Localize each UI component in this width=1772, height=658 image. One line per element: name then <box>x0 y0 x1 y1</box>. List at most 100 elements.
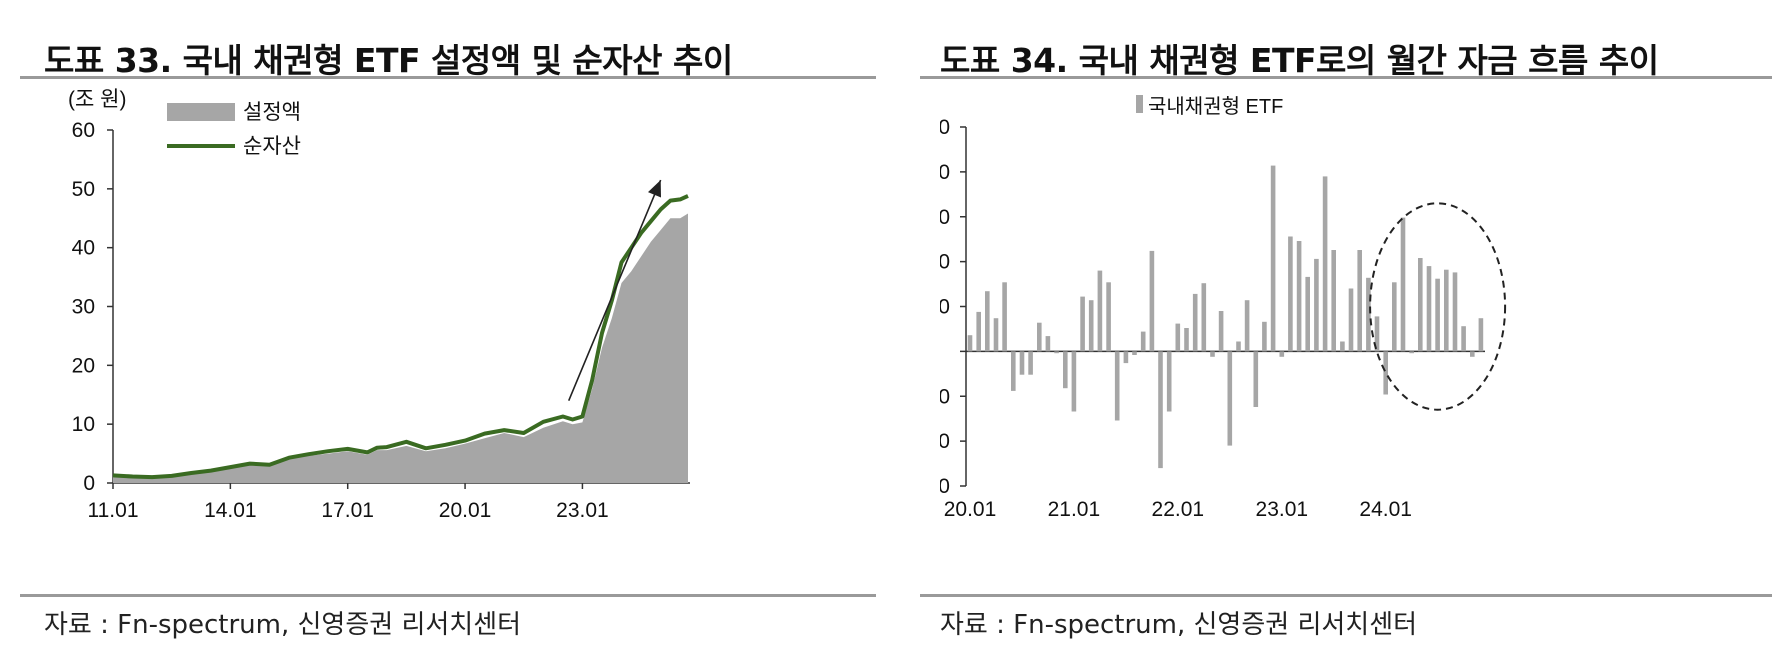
flow-bar <box>1140 331 1146 352</box>
flow-bar <box>1019 351 1025 375</box>
flow-bar <box>1270 165 1276 352</box>
setting-amount-area <box>113 213 688 483</box>
title-rule <box>20 76 876 79</box>
title-rule <box>920 76 1772 79</box>
x-tick-label: 23.01 <box>1256 498 1309 521</box>
flow-bar <box>1227 351 1233 446</box>
x-tick-label: 22.01 <box>1152 498 1205 521</box>
y-tick-label: -5,000 <box>940 385 950 408</box>
y-tick-label: 0 <box>83 472 95 495</box>
flow-bar <box>1478 318 1484 352</box>
y-tick-label: 25,000 <box>940 116 950 139</box>
legend-label: 국내채권형 ETF <box>1148 95 1283 118</box>
x-tick-label: 23.01 <box>556 499 609 522</box>
left-chart-panel: 도표 33. 국내 채권형 ETF 설정액 및 순자산 추이 (조 원) 60 50… <box>0 0 880 658</box>
flow-bar <box>1340 341 1345 352</box>
flow-bar <box>1149 250 1155 352</box>
flow-bar <box>1426 266 1432 352</box>
flow-bar <box>1028 351 1033 375</box>
footer-rule <box>20 594 876 597</box>
flow-bar <box>1037 322 1042 352</box>
flow-bar <box>1296 241 1302 352</box>
chart-title: 도표 33. 국내 채권형 ETF 설정액 및 순자산 추이 <box>44 41 733 80</box>
y-tick-label: -10,000 <box>940 430 950 453</box>
y-tick-label: 50 <box>72 178 95 201</box>
x-tick-label: 17.01 <box>321 499 374 522</box>
flow-bar <box>1097 270 1103 352</box>
flow-bar <box>1201 283 1207 352</box>
net-assets-line <box>112 194 689 480</box>
legend-label: 설정액 <box>243 101 301 124</box>
flow-bar <box>1166 351 1172 412</box>
flow-bar <box>1305 276 1310 352</box>
x-tick-label: 20.01 <box>439 499 492 522</box>
flow-bar <box>1444 269 1449 352</box>
flow-bar <box>985 291 990 352</box>
flow-bar <box>1236 341 1241 352</box>
flow-bar <box>1322 176 1328 352</box>
x-tick-label: 21.01 <box>1048 498 1101 521</box>
flow-bar <box>1374 316 1380 352</box>
footer-rule <box>920 594 1772 597</box>
legend-swatch-area <box>167 103 235 121</box>
y-tick-label: 20 <box>72 354 95 377</box>
flow-bar <box>1123 351 1129 364</box>
flow-bar <box>1158 351 1163 469</box>
y-tick-label: 15,000 <box>940 206 950 229</box>
monthly-flow-chart: (억원)25,00020,00015,00010,0005,000-5,000-… <box>940 95 1507 521</box>
flow-bar <box>1244 300 1250 352</box>
flow-bar <box>1409 351 1414 354</box>
flow-bar <box>1461 326 1466 352</box>
right-chart-panel: 도표 34. 국내 채권형 ETF로의 월간 자금 흐름 추이 (억원)25,0… <box>920 0 1772 658</box>
flow-bar <box>1288 236 1293 352</box>
y-tick-label: -15,000 <box>940 475 950 498</box>
y-tick-label: 40 <box>72 237 95 260</box>
flow-bar <box>1184 328 1189 352</box>
source-note: 자료 : Fn-spectrum, 신영증권 리서치센터 <box>44 610 522 640</box>
net-assets-chart: (조 원) 60 50 40 30 20 10 0 11.01 14.01 17.01 20.01 23… <box>68 88 690 522</box>
flow-bar <box>1331 250 1336 352</box>
flow-bar <box>1054 351 1059 354</box>
flow-bar <box>1262 321 1267 352</box>
flow-bar <box>1088 300 1094 352</box>
flow-bar <box>1071 351 1077 412</box>
flow-bar <box>1045 336 1051 352</box>
flow-bar <box>1002 282 1007 352</box>
flow-bar <box>1470 351 1475 357</box>
flow-bar <box>1366 277 1371 352</box>
x-tick-label: 24.01 <box>1359 498 1412 521</box>
y-tick-label: 20,000 <box>940 161 950 184</box>
flow-bar <box>1418 258 1423 352</box>
flow-bar <box>1452 272 1458 352</box>
flow-bar <box>967 335 973 352</box>
flow-bar <box>1175 323 1181 352</box>
flow-bar <box>1383 351 1388 395</box>
trend-arrow-line <box>567 179 662 401</box>
chart-title: 도표 34. 국내 채권형 ETF로의 월간 자금 흐름 추이 <box>940 41 1659 80</box>
flow-bar <box>1392 282 1397 352</box>
flow-bar <box>1357 250 1362 352</box>
flow-bar <box>1080 296 1085 352</box>
source-note: 자료 : Fn-spectrum, 신영증권 리서치센터 <box>940 610 1418 640</box>
flow-bar <box>1314 258 1319 352</box>
flow-bar <box>1132 351 1137 355</box>
flow-bar <box>1114 351 1120 421</box>
flow-bar <box>1192 293 1198 352</box>
flow-bar <box>993 318 999 352</box>
y-tick-label: 30 <box>72 296 95 319</box>
x-tick-label: 20.01 <box>944 498 997 521</box>
flow-bar <box>1253 351 1259 407</box>
y-tick-label: 10,000 <box>940 251 950 274</box>
legend-label: 순자산 <box>243 135 301 158</box>
highlight-ellipse <box>1369 202 1507 411</box>
legend-swatch <box>1136 95 1143 113</box>
flow-bar <box>1218 311 1224 352</box>
flow-bar <box>1400 217 1406 352</box>
x-tick-label: 11.01 <box>88 499 139 522</box>
flow-bar <box>1348 288 1354 352</box>
flow-bar <box>1011 351 1016 391</box>
flow-bar <box>1063 351 1068 389</box>
flow-bar <box>1435 278 1440 352</box>
flow-bar <box>1279 351 1285 357</box>
y-tick-label: 5,000 <box>940 296 950 319</box>
